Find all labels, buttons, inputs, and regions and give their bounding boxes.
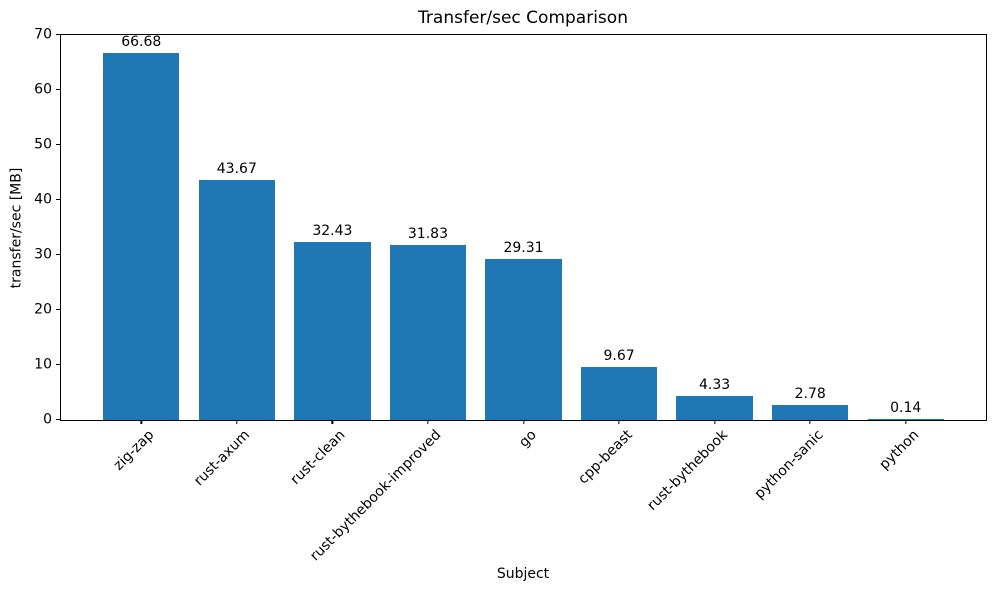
y-tick-label: 30 (34, 246, 52, 263)
x-tick-mark (331, 420, 334, 424)
bar-value-label: 29.31 (503, 239, 544, 256)
y-tick-mark (56, 364, 60, 366)
y-tick-label: 40 (34, 191, 52, 208)
x-tick-label: rust-clean (287, 427, 349, 488)
bar-value-label: 31.83 (407, 225, 448, 242)
y-tick-mark (56, 143, 60, 146)
y-tick-label: 20 (34, 301, 52, 318)
bar-value-label: 4.33 (699, 377, 731, 394)
bar (771, 404, 849, 420)
bar (485, 258, 562, 420)
bar (389, 244, 467, 420)
y-tick-mark (56, 253, 60, 256)
bar-value-label: 32.43 (312, 222, 353, 239)
x-tick-mark (522, 420, 525, 424)
bar (676, 396, 753, 420)
x-tick-label: go (516, 427, 540, 451)
x-tick-mark (713, 420, 716, 424)
chart-title: Transfer/sec Comparison (418, 8, 628, 28)
x-tick-mark (618, 420, 620, 424)
y-tick-mark (56, 34, 60, 36)
y-tick-label: 70 (34, 26, 52, 43)
bar-value-label: 0.14 (890, 400, 922, 417)
bar (198, 179, 276, 420)
x-tick-label: rust-bythebook (644, 427, 731, 514)
x-tick-mark (809, 420, 811, 424)
bar (294, 241, 371, 420)
y-tick-label: 0 (43, 411, 52, 428)
x-tick-mark (140, 420, 142, 424)
bar (103, 53, 180, 420)
y-tick-label: 10 (34, 356, 52, 373)
x-tick-label: python-sanic (751, 427, 827, 503)
x-tick-mark (236, 420, 238, 424)
x-tick-label: zig-zap (110, 427, 158, 474)
x-tick-mark (427, 420, 429, 424)
bar (580, 366, 658, 420)
bar (867, 419, 944, 420)
y-axis-label: transfer/sec [MB] (8, 167, 25, 288)
y-tick-mark (56, 309, 60, 311)
y-tick-label: 60 (34, 81, 52, 98)
x-tick-label: rust-axum (191, 427, 254, 490)
y-tick-label: 50 (34, 136, 52, 153)
x-tick-label: cpp-beast (574, 427, 636, 488)
x-axis-label: Subject (496, 566, 550, 582)
bar-value-label: 9.67 (603, 347, 635, 364)
bar-value-label: 43.67 (216, 160, 257, 177)
x-tick-label: python (876, 427, 923, 473)
bar-value-label: 66.68 (121, 34, 162, 51)
y-axis-label-box: transfer/sec [MB] (4, 34, 28, 421)
y-tick-mark (56, 199, 60, 201)
x-tick-mark (905, 420, 907, 424)
y-tick-mark (56, 88, 60, 91)
y-tick-mark (56, 419, 60, 421)
plot-area: 0 10 20 30 40 50 60 70 66.68 zig-zap 43.67 rust-axu… (34, 27, 987, 564)
bar-value-label: 2.78 (794, 385, 826, 402)
